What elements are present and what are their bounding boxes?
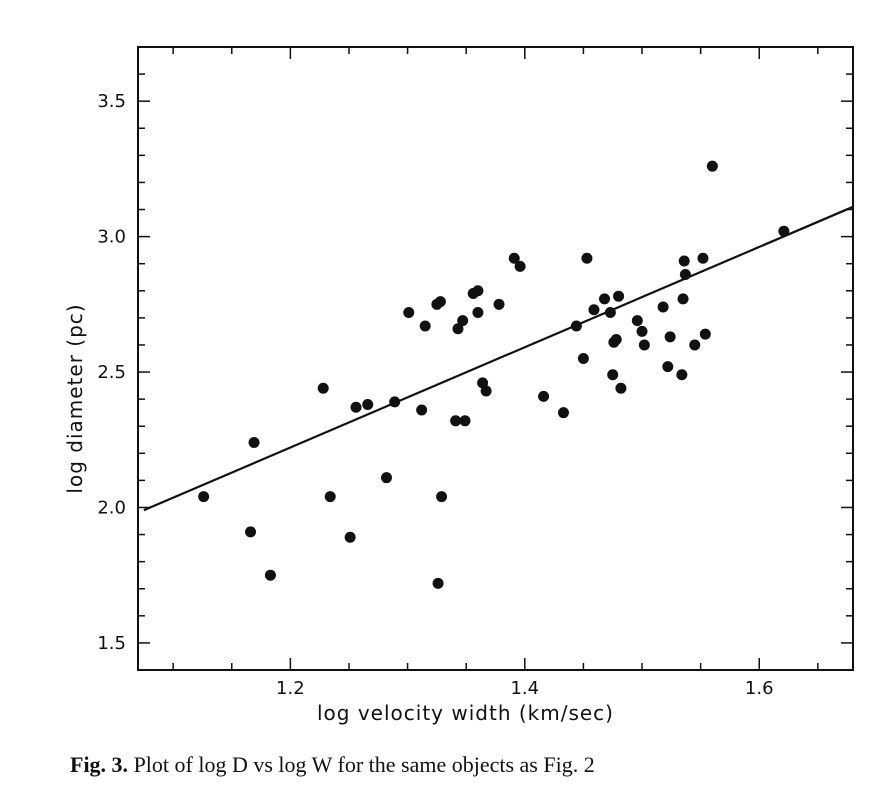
data-point bbox=[450, 415, 462, 427]
data-point bbox=[538, 390, 550, 402]
y-axis-label: log diameter (pc) bbox=[63, 303, 87, 493]
data-point bbox=[362, 399, 374, 411]
data-point bbox=[678, 255, 690, 267]
data-point bbox=[248, 436, 260, 448]
data-point bbox=[577, 353, 589, 364]
regression-line bbox=[143, 205, 854, 512]
x-tick-label: 1.4 bbox=[510, 678, 539, 699]
data-point bbox=[697, 252, 709, 264]
data-point bbox=[472, 306, 484, 318]
caption-label: Fig. 3. bbox=[70, 752, 129, 777]
y-tick-label: 3.5 bbox=[97, 91, 126, 112]
data-point bbox=[264, 569, 276, 581]
data-point bbox=[631, 315, 643, 327]
data-point bbox=[434, 296, 446, 308]
data-point bbox=[344, 531, 356, 543]
tick-marks bbox=[138, 46, 853, 671]
data-point bbox=[403, 306, 415, 318]
y-tick-label: 3.0 bbox=[97, 227, 126, 248]
data-point bbox=[677, 293, 689, 305]
data-point bbox=[615, 382, 627, 394]
data-point bbox=[689, 339, 701, 351]
data-point bbox=[514, 260, 526, 272]
data-point bbox=[638, 339, 650, 351]
data-point bbox=[472, 285, 484, 297]
y-tick-label: 2.5 bbox=[97, 362, 126, 383]
data-point bbox=[570, 320, 582, 332]
data-point bbox=[607, 369, 619, 381]
data-point bbox=[389, 396, 401, 408]
data-point bbox=[706, 160, 718, 172]
plot-frame bbox=[137, 46, 854, 671]
data-point bbox=[245, 526, 257, 538]
data-point bbox=[778, 225, 790, 237]
data-point bbox=[350, 401, 362, 413]
data-point bbox=[662, 361, 674, 373]
data-point bbox=[324, 491, 336, 503]
data-point bbox=[459, 415, 471, 427]
data-point bbox=[610, 334, 622, 346]
tick-labels: 1.2 1.4 1.6 1.5 2.0 2.5 3.0 3.5 bbox=[97, 91, 773, 699]
data-point bbox=[599, 293, 611, 305]
data-point bbox=[613, 290, 625, 302]
x-tick-label: 1.6 bbox=[745, 678, 774, 699]
data-point bbox=[557, 407, 569, 419]
data-point bbox=[452, 323, 464, 335]
data-point bbox=[664, 331, 676, 343]
data-point bbox=[699, 328, 711, 340]
data-points bbox=[198, 160, 790, 589]
data-point bbox=[457, 315, 469, 327]
x-axis-label: log velocity width (km/sec) bbox=[317, 701, 614, 725]
data-point bbox=[198, 491, 210, 503]
figure-caption: Fig. 3. Plot of log D vs log W for the s… bbox=[70, 752, 595, 778]
data-point bbox=[676, 369, 688, 381]
scatter-chart: 1.2 1.4 1.6 1.5 2.0 2.5 3.0 3.5 log velocity wi… bbox=[63, 46, 854, 725]
data-point bbox=[380, 472, 392, 484]
data-point bbox=[317, 382, 329, 394]
y-tick-label: 1.5 bbox=[97, 633, 126, 654]
data-point bbox=[436, 491, 448, 503]
data-point bbox=[657, 301, 669, 313]
data-point bbox=[432, 577, 444, 589]
y-tick-label: 2.0 bbox=[97, 497, 126, 518]
data-point bbox=[419, 320, 431, 332]
data-point bbox=[604, 306, 616, 318]
x-tick-label: 1.2 bbox=[276, 678, 305, 699]
data-point bbox=[493, 298, 505, 310]
data-point bbox=[416, 404, 428, 416]
caption-text: Plot of log D vs log W for the same obje… bbox=[133, 752, 595, 777]
data-point bbox=[636, 325, 648, 337]
data-point bbox=[508, 252, 520, 264]
data-point bbox=[679, 269, 691, 281]
data-point bbox=[588, 304, 600, 316]
data-point bbox=[480, 385, 492, 397]
data-point bbox=[581, 252, 593, 264]
